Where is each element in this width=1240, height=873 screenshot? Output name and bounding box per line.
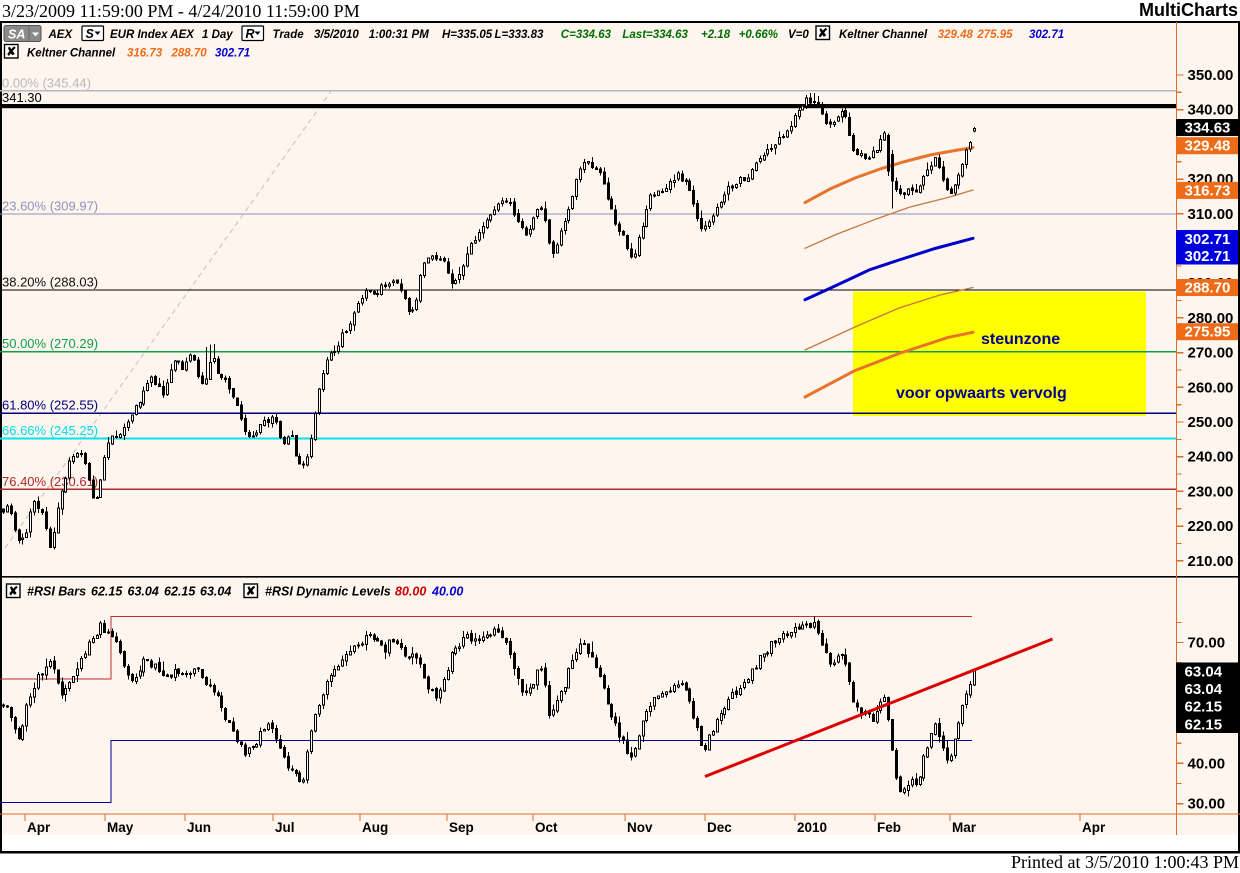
svg-text:3/5/2010: 3/5/2010 <box>314 29 359 41</box>
svg-text:Apr: Apr <box>1082 820 1106 835</box>
svg-text:62.15: 62.15 <box>164 585 196 599</box>
svg-text:SA: SA <box>8 28 25 42</box>
svg-text:302.71: 302.71 <box>215 48 250 60</box>
svg-text:63.04: 63.04 <box>1185 681 1223 698</box>
svg-text:329.48: 329.48 <box>1185 138 1231 155</box>
svg-text:Dec: Dec <box>707 820 732 835</box>
svg-text:350.00: 350.00 <box>1188 67 1234 84</box>
svg-text:V=0: V=0 <box>788 29 809 41</box>
svg-text:70.00: 70.00 <box>1188 635 1226 652</box>
svg-text:AEX: AEX <box>48 29 74 41</box>
svg-text:Feb: Feb <box>877 820 901 835</box>
svg-text:Mar: Mar <box>952 820 977 835</box>
svg-text:62.15: 62.15 <box>91 585 123 599</box>
svg-text:Nov: Nov <box>627 820 653 835</box>
svg-text:63.04: 63.04 <box>128 585 159 599</box>
svg-text:#RSI Dynamic Levels: #RSI Dynamic Levels <box>265 585 391 599</box>
svg-text:275.95: 275.95 <box>1185 324 1231 341</box>
svg-text:230.00: 230.00 <box>1188 483 1234 500</box>
svg-text:Keltner Channel: Keltner Channel <box>27 48 116 60</box>
svg-text:302.71: 302.71 <box>1185 248 1231 265</box>
svg-text:40.00: 40.00 <box>431 585 463 599</box>
svg-text:Aug: Aug <box>362 820 388 835</box>
svg-text:341.30: 341.30 <box>2 90 42 105</box>
svg-text:1 Day: 1 Day <box>202 29 233 41</box>
svg-text:✘: ✘ <box>6 45 16 59</box>
svg-text:30.00: 30.00 <box>1188 796 1226 813</box>
svg-text:40.00: 40.00 <box>1188 755 1226 772</box>
svg-text:340.00: 340.00 <box>1188 102 1234 119</box>
svg-text:3/23/2009 11:59:00 PM - 4/24/2: 3/23/2009 11:59:00 PM - 4/24/2010 11:59:… <box>2 1 360 21</box>
svg-text:316.73: 316.73 <box>1185 182 1231 199</box>
svg-text:288.70: 288.70 <box>1185 280 1231 297</box>
svg-text:Apr: Apr <box>27 820 51 835</box>
svg-text:302.71: 302.71 <box>1029 29 1064 41</box>
svg-text:Printed at 3/5/2010 1:00:43 PM: Printed at 3/5/2010 1:00:43 PM <box>1011 852 1239 872</box>
svg-text:61.80% (252.55): 61.80% (252.55) <box>2 398 98 413</box>
svg-text:316.73: 316.73 <box>127 48 163 60</box>
svg-text:#RSI Bars: #RSI Bars <box>27 585 86 599</box>
svg-text:MultiCharts: MultiCharts <box>1139 0 1238 20</box>
svg-text:210.00: 210.00 <box>1188 553 1234 570</box>
svg-text:302.71: 302.71 <box>1185 231 1231 248</box>
svg-text:Last=334.63: Last=334.63 <box>622 29 688 41</box>
svg-text:329.48: 329.48 <box>938 29 974 41</box>
svg-text:220.00: 220.00 <box>1188 518 1234 535</box>
svg-text:66.66% (245.25): 66.66% (245.25) <box>2 423 98 438</box>
svg-text:R: R <box>246 27 255 41</box>
svg-text:62.15: 62.15 <box>1185 699 1223 716</box>
svg-text:Jun: Jun <box>187 820 211 835</box>
svg-text:Trade: Trade <box>273 29 305 41</box>
svg-text:63.04: 63.04 <box>1185 664 1223 681</box>
svg-text:+0.66%: +0.66% <box>739 29 778 41</box>
svg-text:270.00: 270.00 <box>1188 345 1234 362</box>
svg-text:S: S <box>86 27 95 41</box>
svg-text:2010: 2010 <box>797 820 827 835</box>
svg-text:50.00% (270.29): 50.00% (270.29) <box>2 336 98 351</box>
svg-text:C=334.63: C=334.63 <box>561 29 612 41</box>
svg-text:280.00: 280.00 <box>1188 310 1234 327</box>
svg-text:23.60% (309.97): 23.60% (309.97) <box>2 198 98 213</box>
svg-text:Keltner Channel: Keltner Channel <box>839 29 928 41</box>
svg-text:63.04: 63.04 <box>200 585 231 599</box>
svg-text:H=335.05: H=335.05 <box>442 29 493 41</box>
svg-text:0.00% (345.44): 0.00% (345.44) <box>2 75 91 90</box>
svg-text:310.00: 310.00 <box>1188 206 1234 223</box>
svg-text:steunzone: steunzone <box>981 331 1060 348</box>
svg-text:240.00: 240.00 <box>1188 449 1234 466</box>
svg-text:May: May <box>107 820 134 835</box>
svg-text:1:00:31 PM: 1:00:31 PM <box>369 29 430 41</box>
svg-text:✘: ✘ <box>246 584 256 598</box>
svg-text:Oct: Oct <box>535 820 558 835</box>
svg-text:EUR Index AEX: EUR Index AEX <box>110 29 195 41</box>
svg-text:334.63: 334.63 <box>1185 120 1231 137</box>
svg-text:288.70: 288.70 <box>171 48 208 60</box>
svg-text:Sep: Sep <box>449 820 474 835</box>
svg-text:250.00: 250.00 <box>1188 414 1234 431</box>
svg-text:Jul: Jul <box>275 820 295 835</box>
svg-text:✘: ✘ <box>8 584 18 598</box>
svg-text:275.95: 275.95 <box>976 29 1013 41</box>
svg-text:260.00: 260.00 <box>1188 379 1234 396</box>
svg-text:76.40% (230.61): 76.40% (230.61) <box>2 474 98 489</box>
svg-text:+2.18: +2.18 <box>701 29 731 41</box>
svg-text:80.00: 80.00 <box>395 585 426 599</box>
svg-text:voor opwaarts vervolg: voor opwaarts vervolg <box>896 385 1067 402</box>
svg-text:38.20% (288.03): 38.20% (288.03) <box>2 275 98 290</box>
svg-text:L=333.83: L=333.83 <box>495 29 545 41</box>
svg-text:✘: ✘ <box>818 26 828 40</box>
svg-text:62.15: 62.15 <box>1185 716 1223 733</box>
